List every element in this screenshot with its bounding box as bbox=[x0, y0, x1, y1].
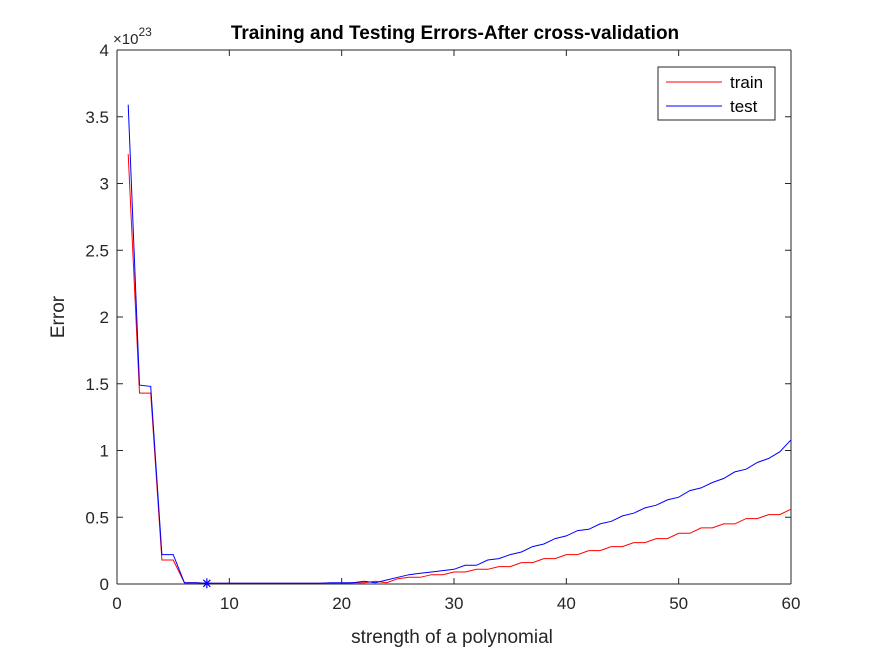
x-axis-label: strength of a polynomial bbox=[351, 627, 553, 648]
min-error-marker bbox=[201, 578, 212, 589]
x-tick-label: 50 bbox=[669, 594, 688, 613]
y-tick-label: 1.5 bbox=[85, 375, 109, 394]
y-tick-label: 2.5 bbox=[85, 241, 109, 260]
x-tick-label: 0 bbox=[112, 594, 121, 613]
y-scale-exponent-base: ×10 bbox=[113, 31, 138, 48]
x-tick-label: 60 bbox=[782, 594, 801, 613]
x-axis-ticks: 0 10 20 30 40 50 60 bbox=[112, 50, 800, 613]
series-line-test bbox=[127, 104, 792, 584]
marker-layer bbox=[201, 578, 212, 589]
y-tick-label: 3 bbox=[100, 175, 109, 194]
x-tick-label: 20 bbox=[332, 594, 351, 613]
plot-area bbox=[117, 50, 791, 584]
y-tick-label: 4 bbox=[100, 41, 109, 60]
y-tick-label: 0.5 bbox=[85, 508, 109, 527]
legend-label-train: train bbox=[730, 73, 763, 92]
y-tick-label: 0 bbox=[100, 575, 109, 594]
x-tick-label: 10 bbox=[220, 594, 239, 613]
plot-axes bbox=[116, 49, 792, 585]
legend-label-test: test bbox=[730, 97, 758, 116]
chart-title: Training and Testing Errors-After cross-… bbox=[231, 23, 679, 44]
y-axis-label: Error bbox=[48, 295, 69, 338]
y-scale-exponent-power: 23 bbox=[138, 25, 152, 39]
marker-stroke bbox=[202, 579, 211, 588]
y-scale-exponent: ×1023 bbox=[113, 25, 152, 48]
y-axis-ticks: 0 0.5 1 1.5 2 2.5 3 3.5 4 bbox=[85, 41, 791, 594]
y-tick-label: 2 bbox=[100, 308, 109, 327]
y-tick-label: 1 bbox=[100, 442, 109, 461]
x-tick-label: 40 bbox=[557, 594, 576, 613]
y-tick-label: 3.5 bbox=[85, 108, 109, 127]
x-tick-label: 30 bbox=[445, 594, 464, 613]
legend-box bbox=[657, 66, 776, 121]
series-layer bbox=[127, 104, 792, 584]
chart-legend: train test bbox=[657, 66, 776, 121]
